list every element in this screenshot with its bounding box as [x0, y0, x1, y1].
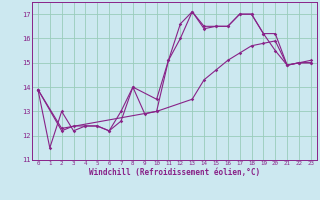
X-axis label: Windchill (Refroidissement éolien,°C): Windchill (Refroidissement éolien,°C) [89, 168, 260, 177]
